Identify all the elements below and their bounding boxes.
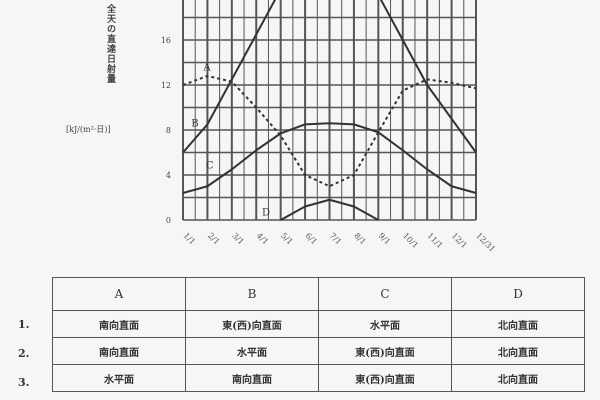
cell: 水平面 — [185, 337, 319, 365]
cell: 水平面 — [52, 364, 186, 392]
y-tick-label: 12 — [161, 81, 171, 90]
x-tick-label: 3/1 — [230, 231, 245, 246]
x-tick-label: 1/1 — [182, 231, 197, 246]
cell: 北向直面 — [451, 310, 585, 338]
answer-table: A B C D 南向直面 東(西)向直面 水平面 北向直面 南向直面 水平面 東(西)向直… — [52, 277, 585, 392]
y-axis-label: 全天の直達日射量 — [105, 4, 115, 84]
cell: 水平面 — [318, 310, 452, 338]
header-b: B — [185, 277, 319, 311]
header-d: D — [451, 277, 585, 311]
series-line-B — [182, 0, 477, 154]
row-label-2: 2. — [18, 347, 30, 360]
x-tick-label: 10/1 — [401, 231, 420, 250]
x-tick-label: 8/1 — [352, 231, 367, 246]
cell: 北向直面 — [451, 337, 585, 365]
y-tick-label: 8 — [166, 126, 171, 135]
series-line-C — [182, 122, 477, 194]
table-header-row: A B C D — [52, 277, 585, 311]
series-label-A: A — [202, 62, 211, 73]
cell: 東(西)向直面 — [318, 337, 452, 365]
row-label-1: 1. — [18, 318, 30, 331]
y-axis-unit: [kJ/(m²·日)] — [66, 125, 111, 134]
y-tick-label: 16 — [161, 36, 171, 45]
table-row: 水平面 南向直面 東(西)向直面 北向直面 — [52, 364, 585, 392]
series-label-D: D — [262, 208, 270, 219]
x-tick-label: 6/1 — [304, 231, 319, 246]
x-tick-label: 11/1 — [425, 231, 444, 250]
solar-radiation-chart: 0 4 8 12 16 1/1 2/1 3/1 4/1 5/1 6/1 7/1 8/1 9/1 10/1 11… — [161, 0, 497, 254]
table-row: 南向直面 東(西)向直面 水平面 北向直面 — [52, 310, 585, 338]
x-tick-label: 2/1 — [206, 231, 221, 246]
x-tick-label: 12/31 — [474, 231, 497, 254]
row-label-3: 3. — [18, 376, 30, 389]
cell: 南向直面 — [185, 364, 319, 392]
series-line-D — [280, 198, 379, 221]
series-line-A — [182, 75, 477, 188]
x-tick-label: 7/1 — [328, 231, 343, 246]
x-tick-label: 4/1 — [255, 231, 270, 246]
cell: 南向直面 — [52, 337, 186, 365]
cell: 東(西)向直面 — [185, 310, 319, 338]
y-tick-label: 4 — [166, 171, 171, 180]
series-label-B: B — [191, 119, 198, 130]
series-label-C: C — [206, 160, 214, 171]
x-tick-label: 5/1 — [279, 231, 294, 246]
header-c: C — [318, 277, 452, 311]
table-row: 南向直面 水平面 東(西)向直面 北向直面 — [52, 337, 585, 365]
header-a: A — [52, 277, 186, 311]
cell: 東(西)向直面 — [318, 364, 452, 392]
y-tick-label: 0 — [166, 216, 171, 225]
cell: 北向直面 — [451, 364, 585, 392]
x-tick-label: 12/1 — [450, 231, 469, 250]
cell: 南向直面 — [52, 310, 186, 338]
x-tick-label: 9/1 — [377, 231, 392, 246]
